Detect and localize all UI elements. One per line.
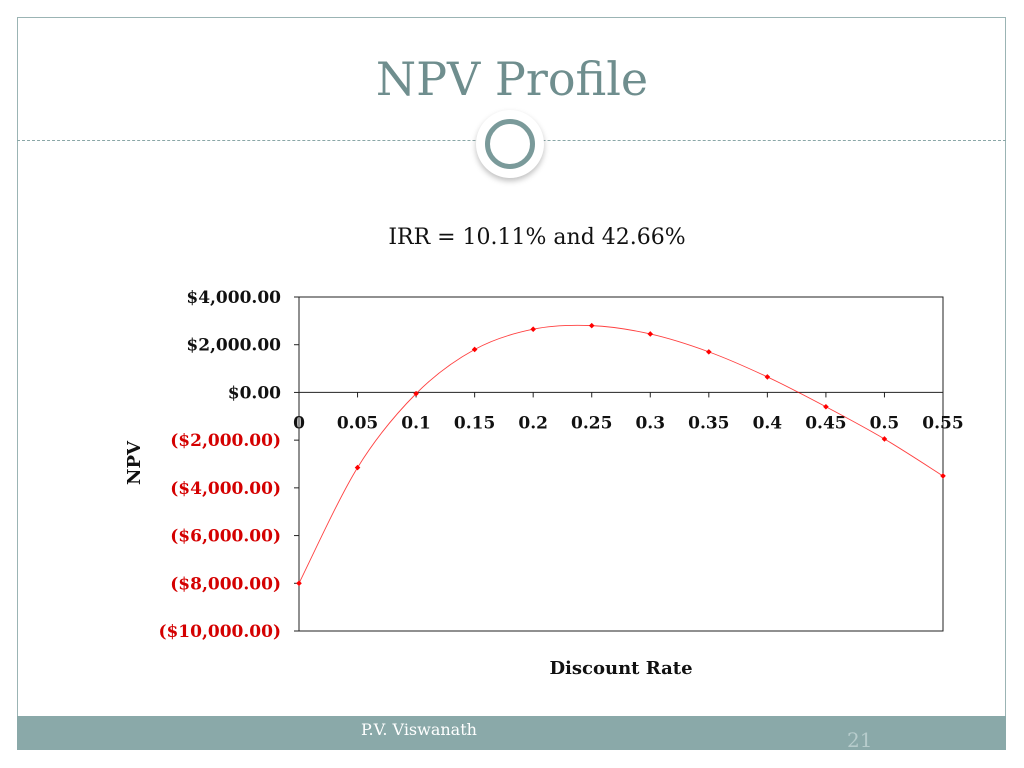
data-point xyxy=(354,464,361,471)
footer-bar: P.V. Viswanath 21 xyxy=(17,716,1006,752)
y-tick-label: $2,000.00 xyxy=(186,336,281,356)
series xyxy=(296,322,946,587)
x-tick-label: 0.3 xyxy=(635,413,665,433)
slide-title: NPV Profile xyxy=(375,52,649,106)
data-point xyxy=(647,331,654,337)
x-tick-label: 0.5 xyxy=(870,413,900,433)
y-axis-label: NPV xyxy=(124,440,145,485)
data-point xyxy=(764,374,771,380)
y-axis: $4,000.00 $2,000.00 $0.00 ($2,000.00) ($4,00… xyxy=(158,288,299,642)
y-tick-label: ($8,000.00) xyxy=(170,574,281,594)
x-tick-label: 0 xyxy=(293,413,305,433)
y-tick-label: $4,000.00 xyxy=(186,288,281,308)
data-point xyxy=(413,390,419,397)
x-axis: 0 0.05 0.1 0.15 0.2 0.25 0.3 0.35 0.4 0.45 0.5 0.55 xyxy=(293,391,964,433)
y-tick-label: ($6,000.00) xyxy=(170,527,281,547)
data-point xyxy=(296,580,302,587)
circle-ornament-icon xyxy=(476,110,544,178)
data-point xyxy=(881,436,888,442)
x-axis-label: Discount Rate xyxy=(549,658,692,679)
y-tick-label: ($4,000.00) xyxy=(170,479,281,499)
x-tick-label: 0.55 xyxy=(922,413,963,433)
data-point xyxy=(530,326,536,333)
x-tick-label: 0.45 xyxy=(805,413,846,433)
x-tick-label: 0.35 xyxy=(688,413,729,433)
y-tick-label: ($10,000.00) xyxy=(158,622,281,642)
data-point xyxy=(706,349,712,355)
x-tick-label: 0.25 xyxy=(571,413,612,433)
series-line xyxy=(298,324,944,584)
y-tick-label: ($2,000.00) xyxy=(170,431,281,451)
plot-area xyxy=(298,296,944,632)
y-tick-label: $0.00 xyxy=(228,383,281,403)
chart-title: IRR = 10.11% and 42.66% xyxy=(388,225,685,250)
footer-author: P.V. Viswanath xyxy=(361,720,477,739)
data-point xyxy=(588,322,595,329)
x-tick-label: 0.15 xyxy=(454,413,495,433)
data-point xyxy=(940,473,946,479)
data-point xyxy=(823,403,829,410)
x-tick-label: 0.05 xyxy=(337,413,378,433)
x-tick-label: 0.1 xyxy=(401,413,431,433)
x-tick-label: 0.2 xyxy=(518,413,548,433)
data-point xyxy=(471,346,478,353)
x-tick-label: 0.4 xyxy=(753,413,783,433)
page-number: 21 xyxy=(847,728,873,752)
